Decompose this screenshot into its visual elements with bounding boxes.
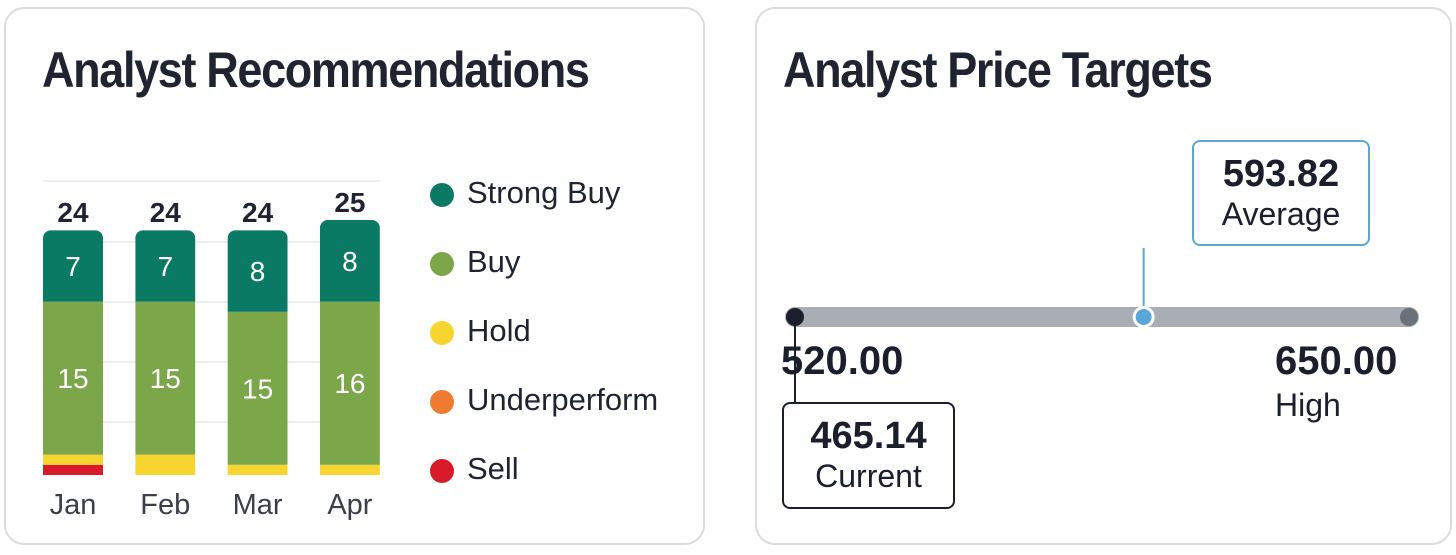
data-label-buy-feb: 15: [150, 363, 181, 394]
x-tick-label-mar: Mar: [233, 489, 283, 521]
average-target-dot: [1135, 309, 1152, 325]
data-label-buy-mar: 15: [242, 373, 273, 404]
recommendations-title: Analyst Recommendations: [42, 42, 590, 98]
average-target-label: Average: [1221, 196, 1341, 232]
data-label-strong-buy-mar: 8: [250, 256, 266, 287]
total-label-mar: 24: [242, 197, 274, 228]
legend-dot-underperform: [430, 390, 454, 414]
data-label-strong-buy-apr: 8: [342, 246, 358, 277]
bar-group-apr: [319, 220, 380, 475]
data-label-buy-jan: 15: [57, 363, 88, 394]
price-targets-title: Analyst Price Targets: [783, 42, 1213, 98]
low-target-dot: [786, 308, 804, 326]
analyst-recommendations-card: Analyst Recommendations 15 7 24 Jan 15 7 24 Feb…: [4, 7, 705, 545]
data-label-strong-buy-jan: 7: [65, 251, 81, 282]
bar-segment-buy-mar: [227, 311, 288, 465]
bar-group-jan: [43, 230, 103, 475]
bar-group-mar: [227, 230, 288, 475]
bar-segment-buy-apr: [319, 301, 380, 465]
legend-label-sell: Sell: [467, 451, 519, 486]
analyst-price-targets-card: Analyst Price Targets 593.82 Average 520…: [755, 7, 1452, 545]
recommendations-chart: 15 7 24 Jan 15 7 24 Feb 15 8 24 Mar 16 8 25 Apr: [43, 180, 380, 521]
low-target-value: 520.00: [781, 339, 904, 383]
bar-segment-buy-feb: [135, 301, 196, 455]
x-tick-label-jan: Jan: [50, 489, 97, 521]
average-target-box: 593.82 Average: [1192, 140, 1370, 246]
price-target-range-chart: [785, 248, 1419, 403]
current-price-box: 465.14 Current: [782, 402, 955, 509]
high-target-label: High: [1275, 387, 1341, 423]
bar-segment-strong-buy-apr: [319, 220, 380, 302]
bar-group-feb: [135, 230, 196, 475]
bar-segment-strong-buy-jan: [43, 230, 103, 302]
total-label-apr: 25: [334, 187, 365, 218]
bar-segment-hold-apr: [319, 464, 380, 475]
legend-dot-strong-buy: [430, 183, 454, 207]
bar-segment-strong-buy-mar: [227, 230, 288, 312]
legend-dot-sell: [430, 459, 454, 483]
bar-segment-sell-jan: [43, 464, 103, 475]
legend-dot-buy: [430, 252, 454, 276]
bar-segment-hold-jan: [43, 454, 103, 465]
current-price-label: Current: [815, 458, 922, 494]
average-target-value: 593.82: [1222, 153, 1340, 195]
x-tick-label-apr: Apr: [327, 489, 372, 521]
data-label-strong-buy-feb: 7: [158, 251, 174, 282]
bar-segment-hold-feb: [135, 454, 196, 475]
legend-label-buy: Buy: [467, 244, 521, 279]
legend-label-strong-buy: Strong Buy: [467, 175, 621, 210]
legend-label-hold: Hold: [467, 313, 531, 348]
high-target-dot: [1400, 308, 1418, 326]
current-price-value: 465.14: [810, 415, 927, 457]
high-target-value: 650.00: [1275, 339, 1398, 383]
bar-segment-hold-mar: [227, 464, 288, 475]
x-tick-label-feb: Feb: [140, 489, 190, 521]
legend-dot-hold: [430, 321, 454, 345]
total-label-feb: 24: [150, 197, 182, 228]
legend-label-underperform: Underperform: [467, 382, 659, 417]
data-label-buy-apr: 16: [334, 368, 365, 399]
bar-segment-buy-jan: [43, 301, 103, 455]
total-label-jan: 24: [57, 197, 89, 228]
bar-segment-strong-buy-feb: [135, 230, 196, 302]
